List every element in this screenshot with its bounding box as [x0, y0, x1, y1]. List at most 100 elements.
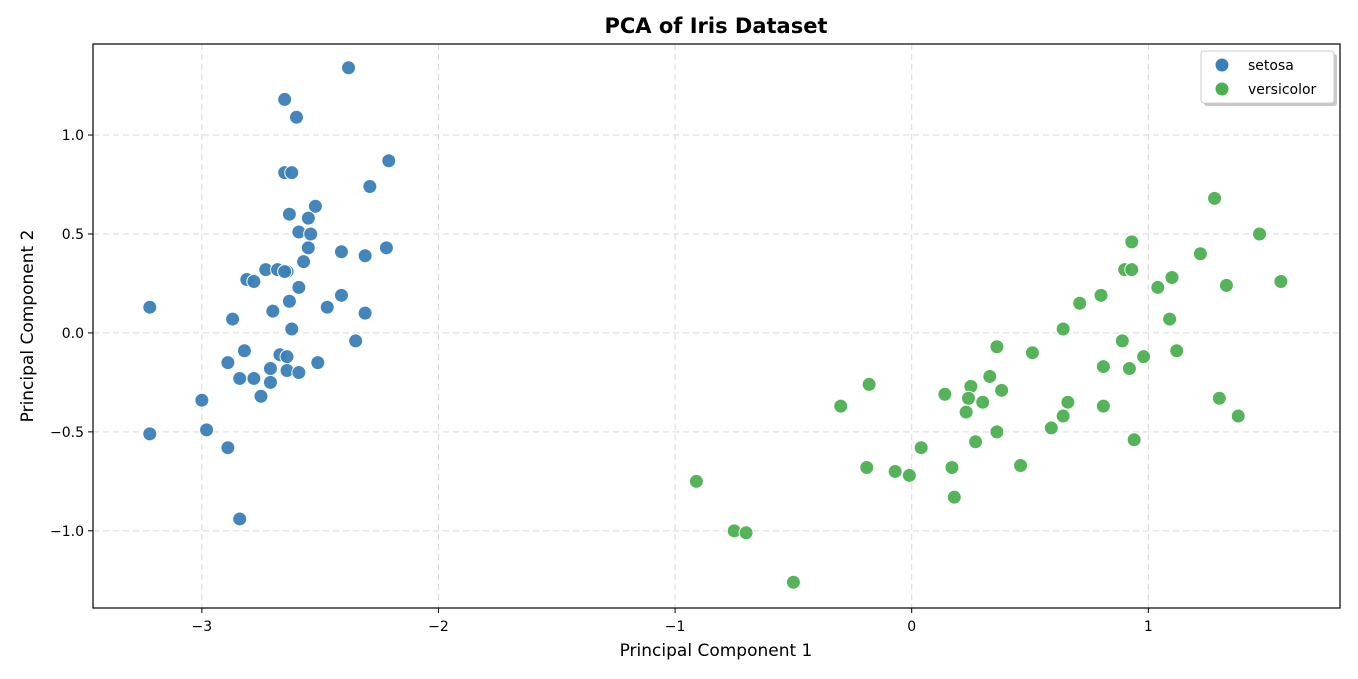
x-tick-label: −1	[665, 619, 686, 635]
point-setosa	[333, 287, 349, 303]
point-setosa	[341, 60, 357, 76]
point-versicolor	[944, 459, 960, 475]
point-setosa	[357, 248, 373, 264]
point-setosa	[300, 210, 316, 226]
point-versicolor	[785, 574, 801, 590]
point-versicolor	[1095, 398, 1111, 414]
x-tick-label: −3	[192, 619, 213, 635]
point-setosa	[232, 511, 248, 527]
point-setosa	[296, 254, 312, 270]
point-setosa	[262, 374, 278, 390]
point-versicolor	[994, 382, 1010, 398]
point-setosa	[378, 240, 394, 256]
point-setosa	[319, 299, 335, 315]
point-versicolor	[958, 404, 974, 420]
point-setosa	[142, 426, 158, 442]
point-versicolor	[1207, 190, 1223, 206]
point-versicolor	[913, 440, 929, 456]
point-versicolor	[1124, 262, 1140, 278]
x-axis-label: Principal Component 1	[620, 641, 813, 661]
point-versicolor	[901, 467, 917, 483]
point-versicolor	[946, 489, 962, 505]
point-versicolor	[1055, 321, 1071, 337]
point-versicolor	[1192, 246, 1208, 262]
point-versicolor	[1024, 345, 1040, 361]
y-tick-label: −0.5	[50, 425, 84, 441]
point-versicolor	[1055, 408, 1071, 424]
point-versicolor	[1126, 432, 1142, 448]
point-setosa	[246, 273, 262, 289]
legend-marker-setosa	[1214, 57, 1230, 73]
point-setosa	[220, 440, 236, 456]
point-versicolor	[688, 473, 704, 489]
point-setosa	[236, 343, 252, 359]
point-setosa	[277, 91, 293, 107]
y-tick-label: 1.0	[62, 128, 84, 144]
point-setosa	[310, 355, 326, 371]
point-versicolor	[887, 463, 903, 479]
point-setosa	[284, 321, 300, 337]
legend-label-setosa: setosa	[1248, 58, 1294, 74]
legend: setosa versicolor	[1200, 50, 1337, 106]
point-versicolor	[1218, 277, 1234, 293]
point-versicolor	[1252, 226, 1268, 242]
point-setosa	[220, 355, 236, 371]
point-setosa	[194, 392, 210, 408]
point-versicolor	[738, 525, 754, 541]
point-setosa	[199, 422, 215, 438]
point-versicolor	[1150, 279, 1166, 295]
point-versicolor	[1211, 390, 1227, 406]
point-versicolor	[989, 424, 1005, 440]
point-setosa	[333, 244, 349, 260]
point-versicolor	[1095, 359, 1111, 375]
point-versicolor	[975, 394, 991, 410]
legend-label-versicolor: versicolor	[1248, 82, 1317, 98]
y-tick-label: 0.5	[62, 227, 84, 243]
point-versicolor	[1093, 287, 1109, 303]
point-versicolor	[968, 434, 984, 450]
point-setosa	[357, 305, 373, 321]
point-versicolor	[1124, 234, 1140, 250]
point-setosa	[225, 311, 241, 327]
point-setosa	[362, 178, 378, 194]
y-axis-label: Principal Component 2	[18, 230, 38, 423]
point-versicolor	[989, 339, 1005, 355]
x-tick-label: −2	[428, 619, 449, 635]
x-tick-label: 0	[907, 619, 916, 635]
point-setosa	[253, 388, 269, 404]
point-setosa	[303, 226, 319, 242]
point-versicolor	[982, 368, 998, 384]
point-versicolor	[1164, 270, 1180, 286]
point-setosa	[291, 279, 307, 295]
point-versicolor	[1230, 408, 1246, 424]
point-versicolor	[1169, 343, 1185, 359]
point-setosa	[262, 361, 278, 377]
data-points	[142, 60, 1289, 590]
point-setosa	[381, 153, 397, 169]
point-versicolor	[1060, 394, 1076, 410]
grid-lines	[93, 44, 1340, 608]
legend-marker-versicolor	[1214, 81, 1230, 97]
point-setosa	[142, 299, 158, 315]
point-setosa	[284, 165, 300, 181]
point-setosa	[265, 303, 281, 319]
point-versicolor	[1121, 361, 1137, 377]
point-versicolor	[1114, 333, 1130, 349]
point-setosa	[300, 240, 316, 256]
point-setosa	[277, 264, 293, 280]
point-versicolor	[861, 376, 877, 392]
point-versicolor	[1273, 273, 1289, 289]
point-versicolor	[961, 390, 977, 406]
point-setosa	[232, 370, 248, 386]
point-setosa	[307, 198, 323, 214]
point-versicolor	[1136, 349, 1152, 365]
axis-ticks: −3 −2 −1 0 1 −1.0 −0.5 0.0 0.5 1.0	[50, 128, 1153, 635]
y-tick-label: 0.0	[62, 326, 84, 342]
point-versicolor	[1162, 311, 1178, 327]
point-versicolor	[1013, 458, 1029, 474]
point-setosa	[288, 109, 304, 125]
point-setosa	[291, 365, 307, 381]
point-setosa	[281, 293, 297, 309]
chart-title: PCA of Iris Dataset	[604, 14, 827, 38]
point-versicolor	[833, 398, 849, 414]
